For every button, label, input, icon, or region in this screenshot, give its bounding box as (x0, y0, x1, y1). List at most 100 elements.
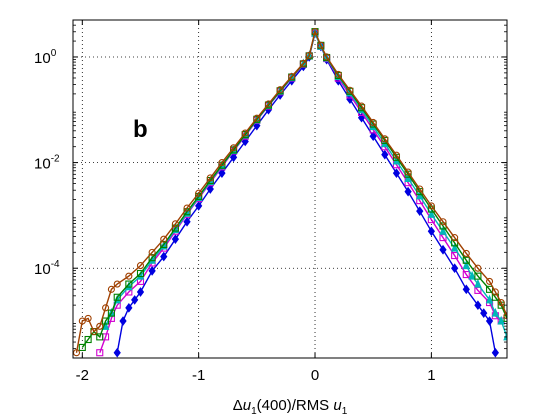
series-5-point (381, 135, 389, 143)
series-1-point (171, 234, 180, 245)
series-5-point (206, 174, 214, 182)
plot-area-background (73, 20, 507, 358)
x-tick-label: -2 (76, 367, 89, 384)
series-5-point (474, 264, 482, 272)
series-1-point (404, 186, 412, 197)
series-1-point (131, 295, 139, 305)
series-5-point (317, 41, 325, 49)
series-5-point (107, 285, 115, 293)
series-5-point (305, 51, 313, 59)
grid (73, 20, 507, 358)
series-4-point (125, 280, 133, 288)
series-1-point (218, 168, 226, 178)
series-4-point (84, 335, 92, 344)
series-4-point (148, 254, 156, 262)
series-1-point (369, 131, 377, 142)
series-1-point (113, 347, 121, 358)
series-3-point (485, 294, 494, 304)
series-3-point (439, 225, 447, 235)
series-1-point (206, 184, 214, 194)
series-5-point (253, 114, 261, 122)
series-3-point (404, 173, 412, 182)
series-3-point (491, 307, 500, 317)
series-1-point (416, 206, 424, 217)
y-tick-label: 100 (34, 48, 57, 67)
series-5-point (264, 100, 273, 108)
series-4-point (485, 285, 494, 293)
series-2-point (462, 271, 470, 279)
series-1-point (451, 263, 459, 274)
series-5-point (497, 298, 505, 307)
series-5-point (503, 312, 507, 320)
series-group (73, 27, 507, 358)
series-4-point (102, 317, 110, 325)
ticks: -2 -1 0 1 100 10-2 10-4 (34, 19, 507, 384)
series-1-point (148, 266, 156, 276)
series-5-point (102, 304, 110, 312)
series-5-point (230, 144, 238, 152)
series-5-point (171, 220, 179, 228)
series-1-point (485, 316, 494, 326)
series-5-point (416, 185, 424, 193)
series-1-point (160, 251, 168, 262)
series-5-point (90, 328, 98, 336)
series-1-point (462, 284, 470, 295)
series-1-point (381, 149, 389, 160)
series-3-point (462, 260, 471, 270)
series-5-point (195, 189, 203, 197)
series-2-point (451, 251, 459, 260)
panel-label: b (133, 116, 148, 143)
series-5-point (439, 218, 447, 226)
series-1-point (474, 300, 482, 311)
series-5-point (346, 86, 354, 94)
series-4-point (462, 256, 470, 264)
series-3-point (415, 190, 424, 200)
series-5-point (288, 72, 296, 81)
x-tick-label: 1 (427, 367, 435, 384)
series-5-point (276, 86, 284, 94)
series-5-point (183, 204, 191, 212)
series-4-point (96, 333, 104, 341)
y-tick-label: 10-2 (34, 154, 60, 173)
series-3-point (427, 209, 436, 218)
series-5-point (241, 129, 249, 137)
series-1-point (125, 302, 133, 313)
series-1-point (491, 347, 499, 358)
series-5-point (485, 277, 494, 285)
series-5-point (491, 288, 499, 296)
series-5-point (113, 280, 121, 288)
series-3-point (450, 242, 459, 252)
series-1-point (480, 308, 488, 318)
series-4-point (78, 343, 86, 351)
series-5-point (334, 70, 342, 78)
series-4-point (503, 314, 507, 322)
x-tick-label: -1 (192, 367, 205, 384)
series-5-point (311, 28, 319, 36)
series-1-point (439, 244, 447, 255)
series-5-point (404, 168, 412, 176)
series-3-point (468, 270, 476, 280)
series-3-point (474, 278, 482, 288)
series-4-point (160, 240, 168, 249)
series-2-point (96, 349, 104, 357)
series-1-point (136, 287, 145, 297)
series-5-point (160, 235, 168, 243)
series-5-point (358, 102, 366, 110)
series-5-point (148, 248, 156, 256)
series-4-point (474, 272, 482, 280)
series-5-point (392, 151, 401, 159)
series-5-point (462, 249, 470, 257)
series-5-point (218, 159, 226, 167)
series-1-point (229, 152, 238, 163)
series-1-point (392, 168, 401, 178)
series-5-point (299, 59, 307, 67)
series-1-point (427, 226, 435, 237)
series-5-line (75, 29, 507, 353)
series-1-point (119, 316, 127, 326)
plot-frame (72, 19, 508, 359)
series-5-point (125, 272, 133, 280)
series-3-point (497, 315, 505, 325)
series-5-point (96, 322, 104, 330)
y-tick-label: 10-4 (34, 259, 60, 278)
